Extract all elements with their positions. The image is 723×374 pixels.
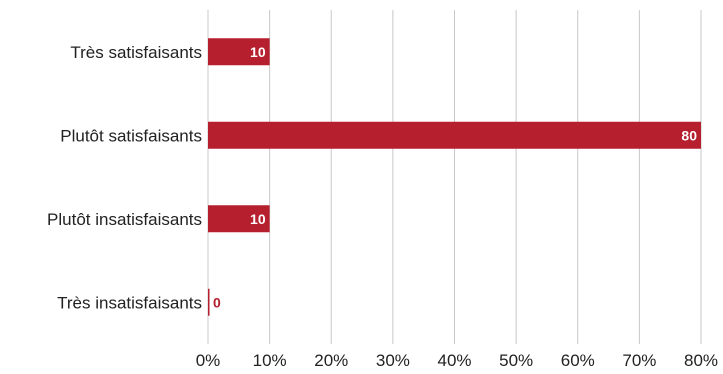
data-label: 0 bbox=[213, 294, 221, 310]
x-tick-label: 20% bbox=[314, 351, 348, 370]
category-label: Plutôt insatisfaisants bbox=[47, 210, 202, 229]
category-label: Très insatisfaisants bbox=[57, 293, 202, 312]
data-label: 10 bbox=[250, 44, 266, 60]
data-label: 10 bbox=[250, 211, 266, 227]
x-tick-label: 10% bbox=[253, 351, 287, 370]
x-tick-labels: 0% 10% 20% 30% 40% 50% 60% 70% 80% bbox=[196, 351, 718, 370]
data-labels: 10 80 10 0 bbox=[213, 44, 697, 311]
x-tick-label: 0% bbox=[196, 351, 221, 370]
x-tick-label: 50% bbox=[499, 351, 533, 370]
data-label: 80 bbox=[681, 127, 697, 143]
x-tick-label: 30% bbox=[376, 351, 410, 370]
x-tick-label: 60% bbox=[561, 351, 595, 370]
category-labels: Très satisfaisants Plutôt satisfaisants Pl… bbox=[47, 43, 202, 313]
category-label: Plutôt satisfaisants bbox=[60, 126, 202, 145]
bar bbox=[208, 121, 701, 149]
bars bbox=[208, 38, 701, 316]
bar bbox=[208, 288, 210, 316]
bar bbox=[208, 205, 270, 233]
x-tick-label: 40% bbox=[437, 351, 471, 370]
gridlines bbox=[207, 10, 702, 344]
x-tick-label: 70% bbox=[622, 351, 656, 370]
bar bbox=[208, 38, 270, 66]
x-tick-label: 80% bbox=[684, 351, 718, 370]
category-label: Très satisfaisants bbox=[70, 43, 202, 62]
